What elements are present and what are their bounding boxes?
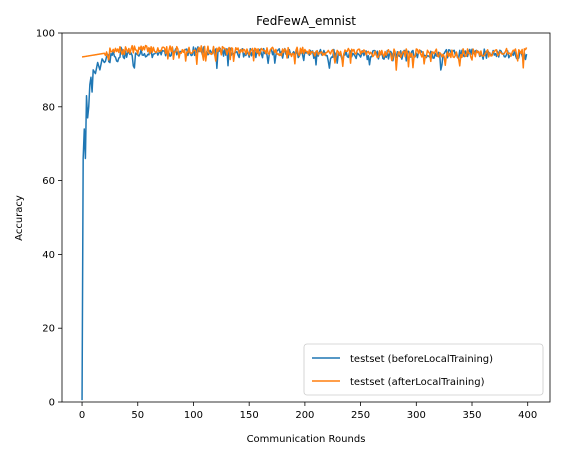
legend-box (303, 343, 544, 396)
x-tick-label: 100 (184, 410, 203, 421)
x-tick-label: 250 (351, 410, 370, 421)
x-tick-label: 0 (79, 410, 85, 421)
y-tick-label: 20 (42, 324, 55, 335)
series-layer (81, 44, 528, 401)
y-tick-label: 60 (42, 176, 55, 187)
y-tick-label: 100 (36, 29, 55, 40)
series-line-after-local-training (81, 44, 528, 71)
legend-label-after: testset (afterLocalTraining) (350, 377, 485, 388)
chart-title: FedFewA_emnist (256, 14, 356, 28)
y-tick-label: 0 (49, 398, 55, 409)
x-tick-label: 50 (131, 410, 144, 421)
y-tick-label: 80 (42, 102, 55, 113)
x-tick-label: 200 (295, 410, 314, 421)
x-tick-label: 300 (407, 410, 426, 421)
x-axis-label: Communication Rounds (247, 434, 366, 445)
x-tick-label: 350 (462, 410, 481, 421)
legend: testset (beforeLocalTraining) testset (a… (303, 343, 544, 396)
y-axis-label: Accuracy (14, 195, 25, 241)
legend-label-before: testset (beforeLocalTraining) (350, 354, 493, 365)
x-axis-ticks: 0 50 100 150 200 250 300 350 400 (79, 402, 537, 421)
plot-frame (61, 32, 551, 403)
y-axis-ticks: 0 20 40 60 80 100 (36, 29, 62, 409)
x-tick-label: 150 (240, 410, 259, 421)
x-tick-label: 400 (518, 410, 537, 421)
y-tick-label: 40 (42, 250, 55, 261)
